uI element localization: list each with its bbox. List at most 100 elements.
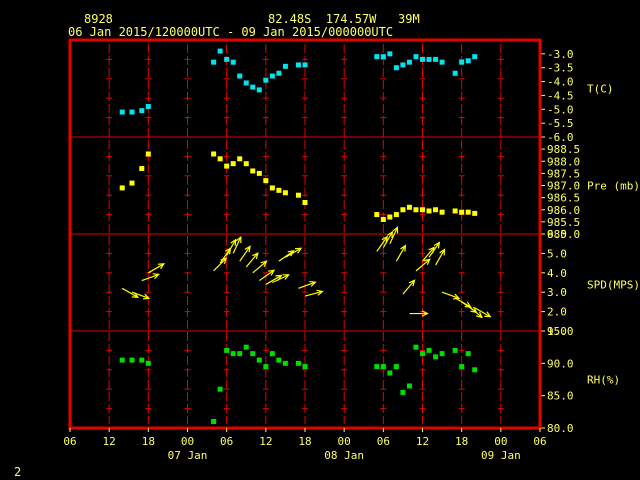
data-point (302, 199, 308, 205)
data-point (459, 364, 465, 370)
data-point (420, 351, 425, 357)
y-tick-label: 985.5 (547, 216, 580, 229)
data-point (230, 161, 236, 167)
wind-arrow-shaft (474, 307, 491, 318)
x-tick-label: 12 (416, 435, 429, 448)
data-point (400, 62, 406, 68)
data-point (295, 360, 301, 366)
data-point (282, 63, 288, 69)
data-point (145, 360, 151, 366)
data-point (145, 151, 151, 157)
y-tick-label: 986.5 (547, 192, 580, 205)
data-point (119, 357, 125, 363)
wind-arrow-head (387, 230, 394, 239)
wind-arrow-shaft (402, 279, 415, 295)
y-tick-label: 988.0 (547, 155, 580, 168)
data-point (119, 185, 125, 191)
wind-arrow-head (152, 273, 161, 280)
y-tick-label: -3.0 (547, 48, 574, 61)
data-point (250, 168, 256, 174)
wind-arrow-shaft (285, 247, 302, 258)
data-point (302, 364, 308, 370)
data-point (276, 357, 282, 363)
wind-arrow-head (476, 311, 484, 319)
x-tick-label: 06 (533, 435, 546, 448)
data-point (426, 208, 432, 214)
data-point (472, 210, 478, 216)
wind-arrow-head (282, 274, 290, 280)
wind-arrow-shaft (467, 305, 483, 318)
y-tick-label: -5.5 (547, 117, 574, 130)
data-point (119, 109, 125, 115)
data-point (237, 156, 243, 162)
x-tick-label: 06 (377, 435, 390, 448)
data-point (472, 54, 478, 60)
data-point (426, 56, 432, 62)
data-point (465, 209, 471, 215)
wind-arrow-shaft (258, 269, 275, 282)
data-point (433, 207, 439, 213)
wind-arrow-head (408, 279, 416, 287)
data-point (211, 419, 217, 425)
wind-arrow-head (423, 258, 431, 266)
wind-arrow-head (252, 252, 259, 260)
data-point (276, 187, 282, 193)
axis-label-1: Pre (mb) (587, 180, 640, 193)
data-point (243, 80, 249, 86)
data-point (374, 364, 380, 370)
wind-arrow-head (433, 241, 441, 249)
y-tick-label: -4.5 (547, 89, 574, 102)
data-point (380, 54, 386, 60)
wind-arrow-shaft (298, 281, 316, 289)
data-point (433, 56, 439, 62)
data-point (230, 351, 236, 357)
data-point (393, 65, 399, 71)
x-tick-label: 06 (220, 435, 233, 448)
data-point (269, 351, 275, 357)
y-tick-label: 95.0 (547, 325, 574, 338)
data-point (230, 59, 236, 65)
wind-arrow-shaft (252, 260, 267, 274)
data-point (426, 347, 432, 353)
wind-arrow-shaft (272, 274, 289, 284)
wind-arrow-shaft (141, 273, 159, 282)
date-label: 07 Jan (168, 449, 208, 462)
data-point (413, 344, 419, 350)
data-point (439, 59, 445, 65)
wind-arrow-shaft (382, 231, 393, 248)
data-point (400, 389, 406, 395)
data-point (237, 73, 243, 79)
data-point (452, 347, 458, 353)
data-point (224, 56, 230, 62)
data-point (211, 59, 217, 65)
data-point (224, 347, 230, 353)
station-id: 8928 (84, 12, 113, 26)
data-point (393, 364, 399, 370)
data-point (380, 364, 386, 370)
wind-arrow-shaft (239, 246, 251, 262)
data-point (387, 51, 393, 57)
wind-arrow-head (244, 245, 251, 253)
wind-arrow-head (260, 260, 268, 267)
data-point (139, 357, 145, 363)
data-point (400, 207, 406, 213)
wind-arrow-shaft (304, 290, 323, 297)
x-tick-label: 12 (103, 435, 116, 448)
wind-arrow-head (157, 263, 166, 270)
wind-arrow-shaft (148, 263, 165, 274)
y-tick-label: 85.0 (547, 390, 574, 403)
data-point (217, 156, 223, 162)
station-location: 82.48S 174.57W 39M (268, 12, 420, 26)
wind-arrow-shaft (121, 287, 139, 298)
x-tick-label: 00 (181, 435, 194, 448)
data-point (263, 77, 269, 83)
data-point (413, 54, 419, 60)
data-point (243, 161, 249, 167)
wind-arrow-shaft (131, 291, 150, 299)
data-point (276, 70, 282, 76)
data-point (452, 208, 458, 214)
data-point (211, 151, 217, 157)
data-point (413, 207, 419, 213)
y-tick-label: 1.0 (547, 325, 567, 338)
